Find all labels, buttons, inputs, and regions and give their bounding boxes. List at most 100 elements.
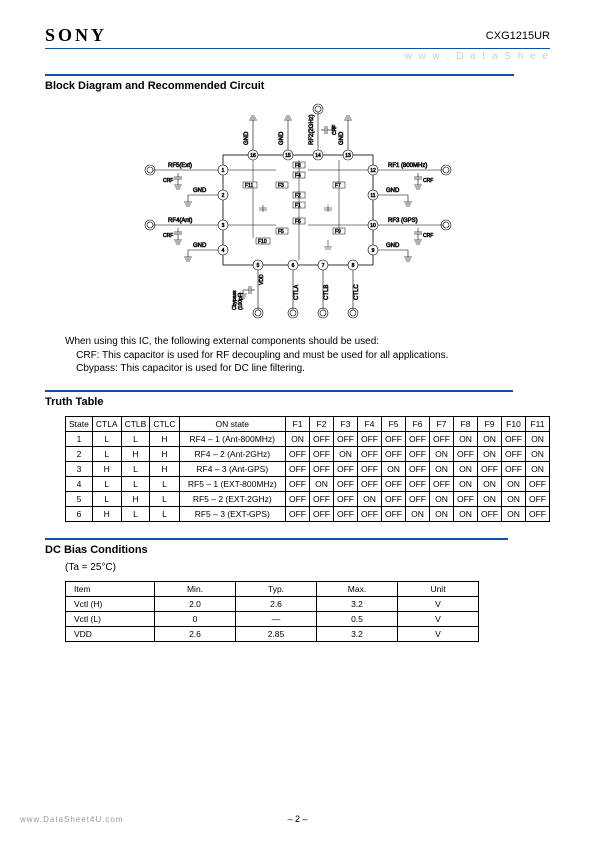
truth-cell: RF4 – 2 (Ant-2GHz) xyxy=(179,446,285,461)
svg-text:F11: F11 xyxy=(245,183,253,189)
truth-header-cell: State xyxy=(66,416,93,431)
svg-text:15: 15 xyxy=(285,153,291,159)
truth-cell: L xyxy=(121,461,150,476)
truth-cell: RF5 – 2 (EXT-2GHz) xyxy=(179,491,285,506)
truth-cell: RF5 – 1 (EXT-800MHz) xyxy=(179,476,285,491)
truth-cell: ON xyxy=(454,506,478,521)
truth-cell: 5 xyxy=(66,491,93,506)
dc-cell: 2.0 xyxy=(155,596,236,611)
truth-header-cell: F2 xyxy=(310,416,334,431)
truth-cell: H xyxy=(121,491,150,506)
dc-header-cell: Min. xyxy=(155,581,236,596)
dc-cell: 2.85 xyxy=(236,626,317,641)
truth-cell: OFF xyxy=(382,506,406,521)
truth-cell: OFF xyxy=(358,461,382,476)
truth-cell: L xyxy=(150,476,179,491)
table-row: 2LHHRF4 – 2 (Ant-2GHz)OFFOFFONOFFOFFOFFO… xyxy=(66,446,550,461)
svg-text:F10: F10 xyxy=(258,239,267,245)
truth-cell: L xyxy=(92,491,121,506)
table-row: 6HLLRF5 – 3 (EXT-GPS)OFFOFFOFFOFFOFFONON… xyxy=(66,506,550,521)
dc-header-cell: Unit xyxy=(398,581,479,596)
dc-bias-title: DC Bias Conditions xyxy=(45,538,508,556)
truth-cell: OFF xyxy=(334,506,358,521)
svg-text:5: 5 xyxy=(256,263,259,269)
dc-cell: 2.6 xyxy=(236,596,317,611)
truth-cell: OFF xyxy=(310,446,334,461)
svg-text:GND: GND xyxy=(244,131,250,145)
truth-cell: ON xyxy=(454,476,478,491)
table-row: 3HLHRF4 – 3 (Ant-GPS)OFFOFFOFFOFFONOFFON… xyxy=(66,461,550,476)
svg-text:GND: GND xyxy=(279,131,285,145)
truth-cell: OFF xyxy=(358,506,382,521)
truth-cell: ON xyxy=(286,431,310,446)
dc-cell: Vctl (L) xyxy=(66,611,155,626)
dc-cell: V xyxy=(398,596,479,611)
truth-cell: L xyxy=(150,506,179,521)
truth-cell: L xyxy=(150,491,179,506)
truth-header-cell: F5 xyxy=(382,416,406,431)
svg-text:F4: F4 xyxy=(295,173,301,179)
truth-cell: ON xyxy=(502,491,526,506)
truth-header-cell: CTLA xyxy=(92,416,121,431)
truth-cell: OFF xyxy=(286,446,310,461)
truth-header-cell: F4 xyxy=(358,416,382,431)
truth-cell: OFF xyxy=(526,506,550,521)
truth-cell: OFF xyxy=(454,446,478,461)
table-row: 5LHLRF5 – 2 (EXT-2GHz)OFFOFFOFFONOFFOFFO… xyxy=(66,491,550,506)
svg-text:F7: F7 xyxy=(335,183,341,189)
svg-text:F9: F9 xyxy=(335,229,341,235)
dc-cell: 3.2 xyxy=(317,626,398,641)
truth-cell: ON xyxy=(526,461,550,476)
truth-cell: ON xyxy=(334,446,358,461)
svg-text:RF3 (GPS): RF3 (GPS) xyxy=(388,218,418,224)
truth-cell: OFF xyxy=(526,476,550,491)
note-crf: CRF: This capacitor is used for RF decou… xyxy=(76,350,448,361)
truth-cell: ON xyxy=(406,506,430,521)
truth-cell: L xyxy=(121,476,150,491)
truth-cell: RF4 – 3 (Ant-GPS) xyxy=(179,461,285,476)
truth-cell: 4 xyxy=(66,476,93,491)
truth-cell: OFF xyxy=(382,431,406,446)
dc-header-cell: Max. xyxy=(317,581,398,596)
svg-text:13: 13 xyxy=(345,153,351,159)
svg-text:GND: GND xyxy=(193,243,207,249)
svg-text:F2: F2 xyxy=(295,193,301,199)
truth-cell: ON xyxy=(526,431,550,446)
truth-header-cell: F11 xyxy=(526,416,550,431)
truth-cell: H xyxy=(150,446,179,461)
svg-text:6: 6 xyxy=(291,263,294,269)
table-row: Vctl (H)2.02.63.2V xyxy=(66,596,479,611)
dc-header-cell: Item xyxy=(66,581,155,596)
truth-header-cell: F10 xyxy=(502,416,526,431)
svg-text:F8: F8 xyxy=(295,163,301,169)
dc-cell: — xyxy=(236,611,317,626)
svg-text:RF2(2GHz): RF2(2GHz) xyxy=(309,114,315,145)
svg-text:F3: F3 xyxy=(278,183,284,189)
svg-text:GND: GND xyxy=(386,243,400,249)
svg-text:GND: GND xyxy=(386,188,400,194)
truth-cell: L xyxy=(92,446,121,461)
truth-cell: OFF xyxy=(406,446,430,461)
svg-text:3: 3 xyxy=(221,223,224,229)
truth-cell: OFF xyxy=(406,431,430,446)
truth-cell: OFF xyxy=(478,461,502,476)
truth-cell: ON xyxy=(382,461,406,476)
truth-cell: OFF xyxy=(478,506,502,521)
truth-cell: OFF xyxy=(334,431,358,446)
dc-bias-table: ItemMin.Typ.Max.UnitVctl (H)2.02.63.2VVc… xyxy=(65,581,479,642)
svg-text:VDD: VDD xyxy=(259,274,265,285)
svg-text:CTLC: CTLC xyxy=(354,284,360,300)
dc-cell: V xyxy=(398,611,479,626)
truth-cell: OFF xyxy=(286,461,310,476)
truth-cell: L xyxy=(121,506,150,521)
svg-text:GND: GND xyxy=(339,131,345,145)
svg-text:9: 9 xyxy=(371,248,374,254)
truth-header-cell: F6 xyxy=(406,416,430,431)
truth-cell: ON xyxy=(310,476,334,491)
svg-text:CTLB: CTLB xyxy=(324,285,330,300)
truth-cell: OFF xyxy=(454,491,478,506)
truth-cell: ON xyxy=(454,461,478,476)
truth-header-cell: CTLC xyxy=(150,416,179,431)
truth-cell: OFF xyxy=(334,476,358,491)
svg-text:4: 4 xyxy=(221,248,224,254)
